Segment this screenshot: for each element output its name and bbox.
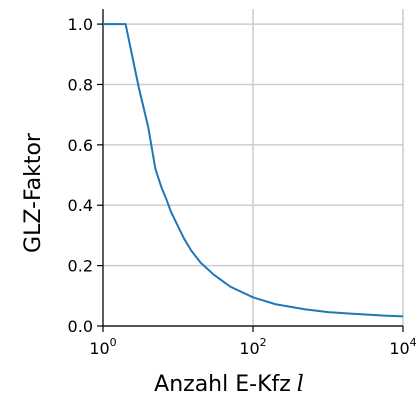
y-tick-label: 0.6	[68, 136, 93, 155]
series-layer	[103, 23, 404, 318]
y-tick-label: 1.0	[68, 15, 93, 34]
axes	[97, 9, 404, 332]
x-axis-variable: l	[297, 372, 304, 397]
x-tick-label: 100	[89, 336, 116, 358]
y-axis-title: GLZ-Faktor	[21, 132, 46, 253]
y-tick-label: 0.4	[68, 196, 93, 215]
y-tick-label: 0.8	[68, 75, 93, 94]
y-tick-label: 0.0	[68, 317, 93, 336]
y-tick-label: 0.2	[68, 257, 93, 276]
series-line	[103, 23, 404, 318]
grid	[102, 9, 404, 327]
x-axis-title-text: Anzahl E-Kfz	[154, 372, 291, 397]
tick-labels: 0.0 0.2 0.4 0.6 0.8 1.0 100 102 104	[68, 15, 417, 358]
x-tick-label: 104	[389, 336, 416, 358]
x-tick-label: 102	[239, 336, 266, 358]
x-axis-title: Anzahl E-Kfz l	[154, 372, 304, 397]
